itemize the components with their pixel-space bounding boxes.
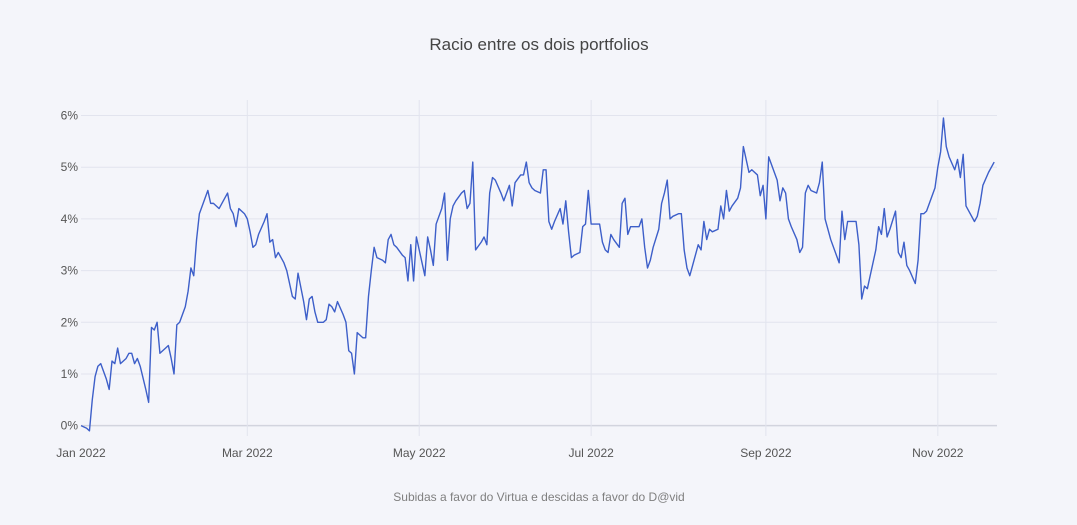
y-gridlines [81, 115, 997, 427]
x-tick-label: Nov 2022 [912, 446, 964, 460]
x-tick-label: May 2022 [393, 446, 446, 460]
x-tick-label: Jan 2022 [56, 446, 106, 460]
y-tick-label: 5% [61, 160, 79, 174]
y-axis-tick-labels: 0% 1% 2% 3% 4% 5% 6% [61, 109, 79, 433]
chart-caption: Subidas a favor do Virtua e descidas a f… [393, 490, 684, 504]
y-tick-label: 0% [61, 419, 79, 433]
x-gridlines [246, 100, 939, 436]
series-line [80, 117, 995, 432]
x-tick-label: Mar 2022 [222, 446, 273, 460]
x-tick-label: Jul 2022 [568, 446, 614, 460]
chart-title: Racio entre os dois portfolios [429, 35, 648, 54]
y-tick-label: 3% [61, 264, 79, 278]
series-group [80, 117, 995, 432]
x-axis-tick-labels: Jan 2022 Mar 2022 May 2022 Jul 2022 Sep 2022… [56, 446, 964, 460]
y-tick-label: 6% [61, 109, 79, 123]
y-tick-label: 2% [61, 315, 79, 329]
x-tick-label: Sep 2022 [740, 446, 792, 460]
y-tick-label: 1% [61, 367, 79, 381]
y-tick-label: 4% [61, 212, 79, 226]
